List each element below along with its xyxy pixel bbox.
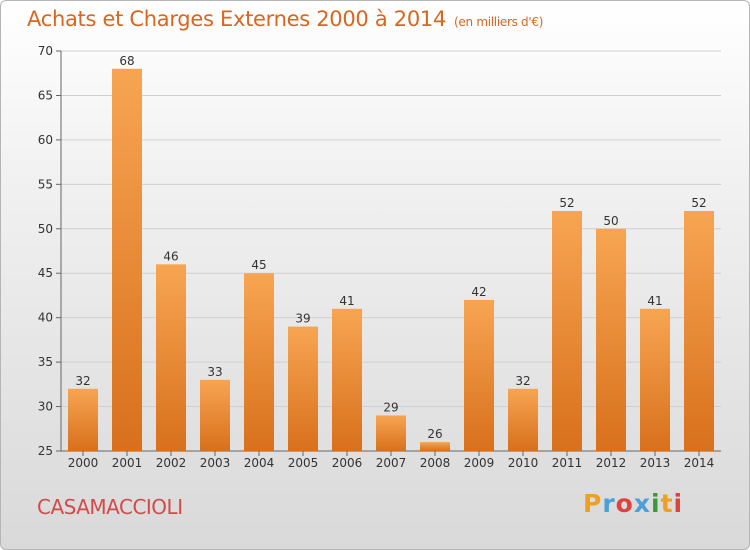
y-tick-label: 65 xyxy=(38,88,53,102)
x-tick-label: 2010 xyxy=(508,456,539,470)
y-tick-label: 60 xyxy=(38,133,53,147)
y-tick-label: 50 xyxy=(38,222,53,236)
bar xyxy=(244,273,274,451)
logo-letter: i xyxy=(651,489,661,518)
bar xyxy=(508,388,538,451)
y-tick-label: 35 xyxy=(38,355,53,369)
chart-title-text: Achats et Charges Externes 2000 à 2014 xyxy=(27,7,447,31)
x-tick-label: 2012 xyxy=(596,456,627,470)
bar-value-label: 41 xyxy=(339,294,354,308)
x-tick-label: 2001 xyxy=(112,456,143,470)
bar-value-label: 39 xyxy=(295,312,310,326)
bar xyxy=(464,299,494,451)
x-tick-label: 2009 xyxy=(464,456,495,470)
y-tick-label: 55 xyxy=(38,177,53,191)
x-tick-label: 2004 xyxy=(244,456,275,470)
x-tick-label: 2008 xyxy=(420,456,451,470)
y-tick-label: 40 xyxy=(38,311,53,325)
y-tick-label: 45 xyxy=(38,266,53,280)
bar xyxy=(376,415,406,451)
logo-letter: i xyxy=(673,489,684,518)
logo-letter: o xyxy=(615,489,634,518)
x-tick-label: 2007 xyxy=(376,456,407,470)
bar xyxy=(112,68,142,452)
logo-letter: P xyxy=(583,489,603,518)
x-tick-label: 2003 xyxy=(200,456,231,470)
bar-value-label: 52 xyxy=(559,196,574,210)
bar-value-label: 68 xyxy=(119,54,134,68)
bar-value-label: 46 xyxy=(163,249,178,263)
proxiti-logo: Proxiti xyxy=(583,489,683,518)
bar xyxy=(420,442,450,451)
bar xyxy=(68,388,98,451)
x-tick-label: 2014 xyxy=(684,456,715,470)
bar xyxy=(552,211,582,451)
x-tick-label: 2000 xyxy=(68,456,99,470)
bar xyxy=(596,228,626,451)
bar-value-label: 29 xyxy=(383,400,398,414)
bar-value-label: 45 xyxy=(251,258,266,272)
logo-letter: x xyxy=(633,489,651,518)
bar-value-label: 32 xyxy=(515,374,530,388)
commune-name: CASAMACCIOLI xyxy=(37,495,183,519)
bar xyxy=(332,308,362,451)
x-tick-label: 2006 xyxy=(332,456,363,470)
bar-value-label: 32 xyxy=(75,374,90,388)
bar-value-label: 41 xyxy=(647,294,662,308)
bar xyxy=(684,211,714,451)
bar-value-label: 33 xyxy=(207,365,222,379)
x-tick-label: 2013 xyxy=(640,456,671,470)
x-tick-label: 2002 xyxy=(156,456,187,470)
logo-letter: r xyxy=(602,489,616,518)
chart-title: Achats et Charges Externes 2000 à 2014 (e… xyxy=(27,7,543,31)
bar xyxy=(200,379,230,451)
chart-subtitle: (en milliers d'€) xyxy=(454,15,544,29)
logo-letter: t xyxy=(660,489,674,518)
bar xyxy=(640,308,670,451)
x-tick-label: 2005 xyxy=(288,456,319,470)
x-tick-label: 2011 xyxy=(552,456,583,470)
bar-value-label: 50 xyxy=(603,214,618,228)
bar xyxy=(156,264,186,451)
bar-value-label: 42 xyxy=(471,285,486,299)
bar-value-label: 52 xyxy=(691,196,706,210)
bar xyxy=(288,326,318,451)
bar-value-label: 26 xyxy=(427,427,442,441)
y-tick-label: 30 xyxy=(38,400,53,414)
y-tick-label: 25 xyxy=(38,444,53,458)
y-tick-label: 70 xyxy=(38,44,53,58)
